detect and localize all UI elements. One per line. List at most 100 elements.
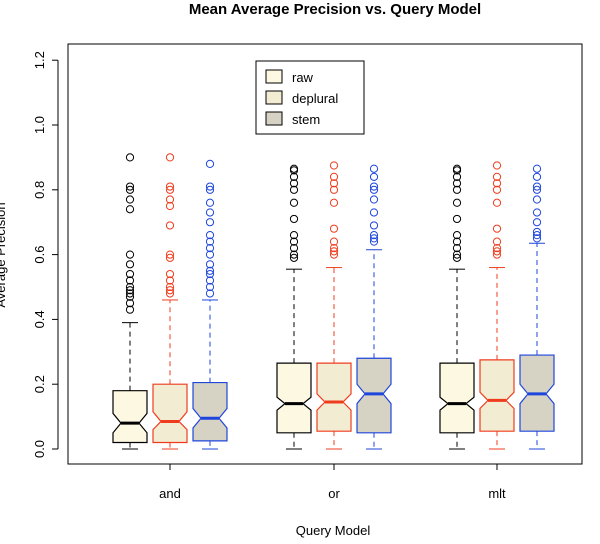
outlier-point xyxy=(369,182,379,191)
outlier-point xyxy=(492,185,502,194)
outlier-point xyxy=(289,237,299,246)
outlier-point xyxy=(532,231,542,240)
legend-label-deplural: deplural xyxy=(292,91,338,106)
y-tick-label: 0.0 xyxy=(32,440,47,458)
outlier-point xyxy=(289,250,299,259)
outlier-point xyxy=(532,234,542,243)
outlier-point xyxy=(125,305,135,314)
outlier-point xyxy=(452,253,462,262)
outlier-point xyxy=(492,172,502,181)
outlier-point xyxy=(205,266,215,275)
outlier-point xyxy=(452,214,462,224)
box-deplural-and xyxy=(152,153,188,450)
outlier-point xyxy=(329,179,339,188)
outlier-point xyxy=(289,172,299,181)
outlier-point xyxy=(165,201,175,211)
outlier-point xyxy=(125,286,135,295)
outlier-point xyxy=(125,153,135,162)
outlier-point xyxy=(205,282,215,292)
outlier-point xyxy=(532,195,542,204)
outlier-point xyxy=(369,164,379,173)
outlier-point xyxy=(452,250,462,259)
box-raw-and xyxy=(112,153,148,450)
box-raw-or xyxy=(276,164,312,450)
outlier-point xyxy=(532,227,542,237)
outlier-point xyxy=(369,231,379,240)
y-tick-label: 1.0 xyxy=(32,116,47,134)
outlier-point xyxy=(532,185,542,194)
outlier-point xyxy=(125,289,135,298)
outlier-point xyxy=(165,182,175,191)
outlier-point xyxy=(492,244,502,253)
legend-label-raw: raw xyxy=(292,70,314,85)
box-body xyxy=(192,381,228,442)
outlier-point xyxy=(205,185,215,194)
outlier-point xyxy=(165,195,175,204)
box-body xyxy=(152,383,188,444)
outlier-point xyxy=(329,244,339,253)
legend-swatch-stem xyxy=(265,111,283,126)
outlier-point xyxy=(205,231,215,240)
box-raw-mlt xyxy=(439,164,475,450)
outlier-point xyxy=(492,247,502,256)
box-body xyxy=(112,390,148,444)
outlier-point xyxy=(165,276,175,285)
box-body xyxy=(479,359,515,432)
outlier-point xyxy=(289,231,299,240)
outlier-point xyxy=(289,164,299,173)
outlier-point xyxy=(369,172,379,181)
outlier-point xyxy=(452,231,462,240)
outlier-point xyxy=(369,195,379,204)
outlier-point xyxy=(492,224,502,233)
outlier-point xyxy=(452,198,462,207)
outlier-point xyxy=(205,208,215,217)
outlier-point xyxy=(205,182,215,191)
box-deplural-or xyxy=(316,161,352,450)
outlier-point xyxy=(329,198,339,207)
outlier-point xyxy=(492,161,502,170)
outlier-point xyxy=(289,253,299,262)
outlier-point xyxy=(125,182,135,191)
outlier-point xyxy=(205,218,215,227)
box-body xyxy=(439,362,475,434)
outlier-point xyxy=(165,286,175,295)
outlier-point xyxy=(369,234,379,243)
outlier-point xyxy=(452,237,462,246)
y-axis-label: Average Precision xyxy=(0,202,8,307)
outlier-point xyxy=(492,250,502,259)
x-tick-label: or xyxy=(328,486,340,501)
outlier-point xyxy=(369,208,379,217)
outlier-point xyxy=(165,153,175,162)
outlier-point xyxy=(329,247,339,256)
outlier-point xyxy=(329,172,339,181)
x-tick-label: mlt xyxy=(488,486,506,501)
outlier-point xyxy=(205,198,215,207)
outlier-point xyxy=(125,250,135,259)
outlier-point xyxy=(452,164,462,173)
outlier-point xyxy=(205,244,215,253)
y-tick-label: 0.8 xyxy=(32,181,47,199)
box-stem-or xyxy=(356,164,392,450)
outlier-point xyxy=(165,185,175,194)
x-axis: and or mlt xyxy=(159,463,506,501)
outlier-point xyxy=(125,260,135,269)
legend: raw deplural stem xyxy=(255,60,365,135)
box-body xyxy=(276,362,312,434)
outlier-point xyxy=(289,244,299,253)
outlier-point xyxy=(289,185,299,194)
outlier-point xyxy=(125,269,135,279)
y-tick-label: 0.6 xyxy=(32,246,47,264)
outlier-point xyxy=(329,185,339,194)
outlier-point xyxy=(205,276,215,285)
outlier-point xyxy=(125,299,135,308)
outlier-point xyxy=(289,214,299,224)
box-groups xyxy=(112,153,555,450)
outlier-point xyxy=(532,208,542,217)
outlier-point xyxy=(329,250,339,259)
outlier-point xyxy=(452,179,462,188)
outlier-point xyxy=(329,161,339,170)
box-body xyxy=(316,362,352,432)
outlier-point xyxy=(452,244,462,253)
